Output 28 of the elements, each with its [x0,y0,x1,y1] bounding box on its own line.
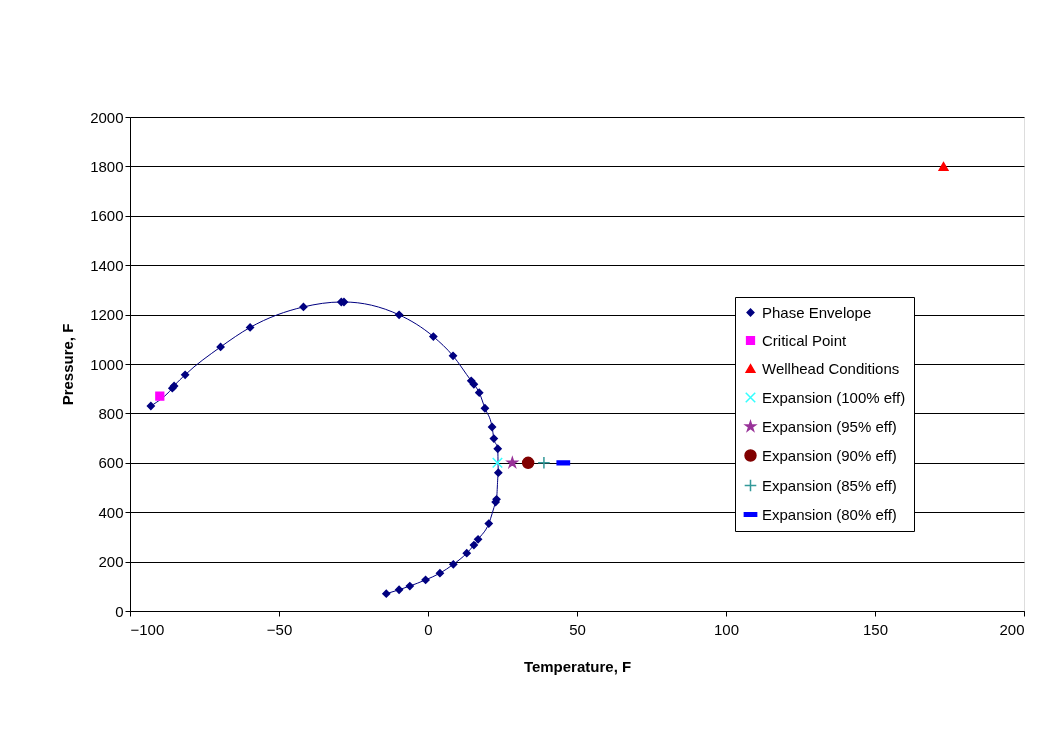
x-tick-label: 150 [862,620,889,638]
legend-label: Wellhead Conditions [762,359,900,377]
y-axis-title: Pressure, F [59,323,77,406]
legend-label: Critical Point [762,331,848,349]
legend-label: Expansion (95% eff) [762,417,897,435]
y-tick-label: 1600 [90,207,124,225]
y-tick-label: 1400 [90,256,124,274]
x-tick-label: −100 [130,620,165,638]
y-tick-label: 0 [115,602,124,620]
x-tick-label: 50 [569,620,586,638]
y-tick-label: 1800 [90,157,124,175]
x-axis-title: Temperature, F [523,657,632,675]
y-tick-label: 400 [98,503,124,521]
legend-label: Expansion (80% eff) [762,505,897,523]
legend-label: Expansion (100% eff) [762,388,906,406]
x-tick-label: −50 [266,620,293,638]
x-tick-label: 0 [424,620,433,638]
y-tick-label: 2000 [90,108,124,126]
legend-label: Expansion (85% eff) [762,476,897,494]
y-tick-label: 600 [98,454,124,472]
y-tick-label: 200 [98,553,124,571]
legend-label: Phase Envelope [762,303,872,321]
y-tick-label: 1200 [90,306,124,324]
y-tick-label: 800 [98,404,124,422]
legend-label: Expansion (90% eff) [762,446,897,464]
x-tick-label: 100 [713,620,740,638]
x-tick-label: 200 [999,620,1025,638]
y-tick-label: 1000 [90,355,124,373]
